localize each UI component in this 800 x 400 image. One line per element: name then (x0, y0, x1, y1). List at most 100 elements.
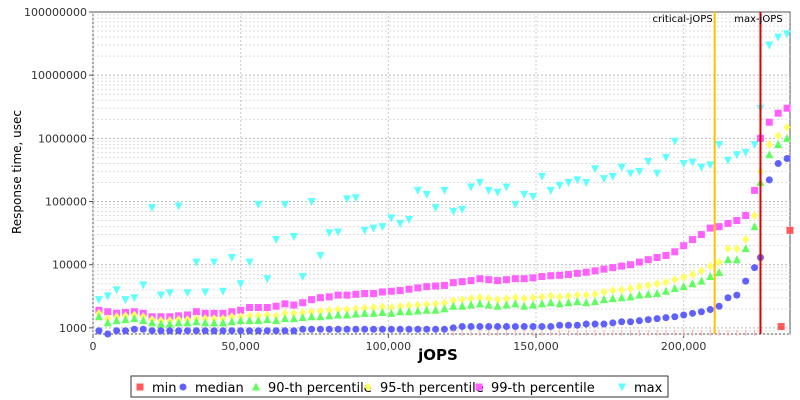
data-point (475, 179, 484, 188)
data-point (95, 327, 103, 335)
data-point (635, 317, 643, 325)
data-point (281, 308, 289, 318)
data-point (281, 327, 289, 335)
data-point (599, 175, 608, 184)
data-point (316, 306, 324, 316)
data-point (662, 314, 670, 322)
data-point (263, 304, 271, 312)
data-point (502, 183, 511, 192)
data-point (192, 258, 201, 267)
data-point (245, 316, 254, 325)
data-point (774, 139, 783, 148)
data-point (272, 327, 280, 335)
data-point (254, 327, 262, 335)
data-point (750, 222, 759, 231)
data-point (360, 308, 369, 317)
data-point (440, 298, 448, 308)
data-point (227, 254, 236, 263)
data-point (307, 312, 316, 321)
data-point (210, 318, 219, 327)
data-point (688, 158, 697, 167)
data-point (715, 140, 724, 149)
y-tick-label: 10000 (52, 259, 87, 272)
data-point (254, 304, 262, 312)
legend-marker (364, 382, 372, 392)
data-point (511, 323, 519, 331)
legend-label: 95-th percentile (380, 381, 484, 396)
data-point (765, 176, 773, 184)
data-point (689, 236, 697, 244)
data-point (644, 316, 652, 324)
data-point (609, 319, 617, 327)
data-point (582, 268, 590, 276)
data-point (573, 290, 581, 300)
data-point (609, 264, 617, 272)
data-point (254, 316, 263, 325)
data-point (156, 319, 165, 328)
data-point (334, 325, 342, 333)
data-point (369, 308, 378, 317)
data-point (476, 275, 484, 283)
data-point (724, 219, 732, 227)
data-point (626, 169, 635, 178)
data-point (184, 311, 192, 319)
data-point (210, 309, 218, 317)
data-point (494, 295, 502, 305)
data-point (432, 282, 440, 290)
data-point (351, 309, 360, 318)
data-point (378, 325, 386, 333)
data-point (493, 188, 502, 197)
legend: min median 90-th percentile 95-th percentil… (130, 375, 669, 398)
data-point (272, 302, 280, 310)
data-point (573, 176, 582, 185)
data-point (148, 204, 157, 213)
data-point (706, 306, 714, 314)
data-point (765, 41, 774, 50)
data-point (289, 232, 298, 241)
legend-marker (475, 383, 483, 391)
data-point (627, 261, 635, 269)
data-point (774, 131, 782, 141)
data-point (783, 30, 792, 39)
data-point (635, 167, 644, 176)
data-point (290, 327, 298, 335)
data-point (582, 179, 591, 188)
data-point (644, 158, 653, 167)
data-point (591, 297, 600, 306)
data-point (494, 323, 502, 331)
data-point (573, 269, 581, 277)
data-point (228, 308, 236, 316)
data-point (387, 303, 395, 313)
data-point (183, 289, 192, 298)
data-point (485, 323, 493, 331)
data-point (378, 223, 387, 232)
data-point (697, 276, 706, 285)
data-point (352, 325, 360, 333)
data-point (316, 251, 325, 260)
data-point (449, 324, 457, 332)
data-point (546, 298, 555, 307)
data-point (360, 226, 369, 235)
data-point (741, 244, 750, 253)
data-point (608, 172, 617, 181)
data-point (378, 308, 387, 317)
data-point (342, 195, 351, 204)
data-point (476, 323, 484, 331)
data-point (520, 294, 528, 304)
data-point (502, 300, 511, 309)
data-point (316, 312, 325, 321)
data-point (582, 298, 591, 307)
data-point (661, 286, 670, 295)
data-point (679, 159, 688, 168)
data-point (298, 313, 307, 322)
data-point (378, 302, 386, 312)
data-point (281, 300, 289, 308)
data-point (520, 275, 528, 283)
data-point (378, 288, 386, 296)
data-point (174, 202, 183, 211)
data-point (219, 327, 227, 335)
data-point (600, 265, 608, 273)
data-point (423, 283, 431, 291)
data-point (520, 301, 529, 310)
data-point (706, 224, 714, 232)
